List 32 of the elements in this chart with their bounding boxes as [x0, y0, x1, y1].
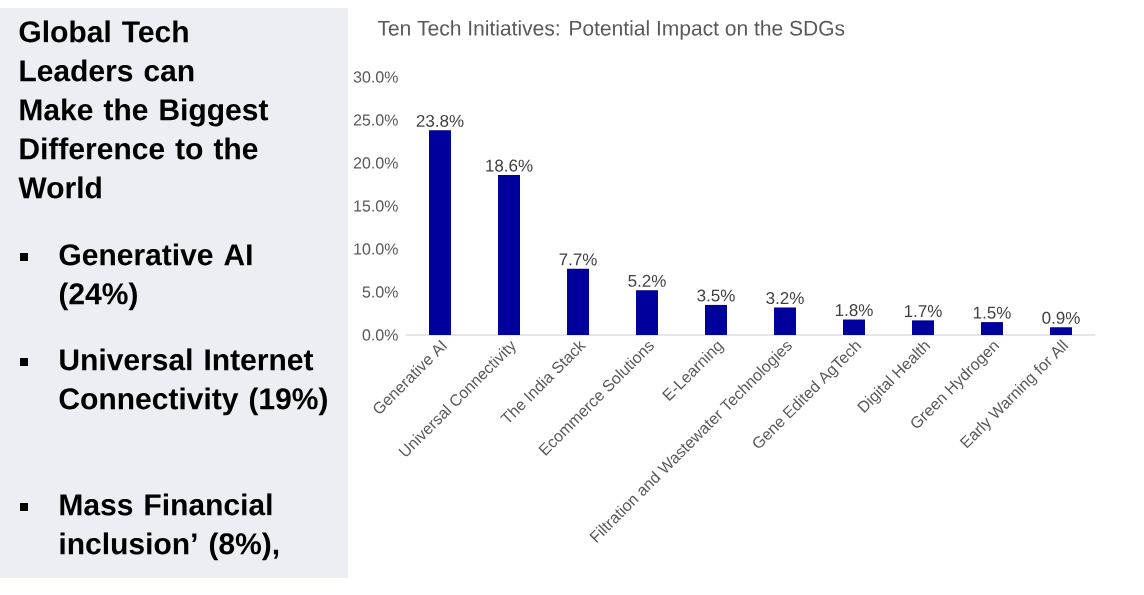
bar: [567, 268, 590, 335]
bar: [636, 290, 659, 335]
bar: [429, 130, 452, 335]
bar: [912, 320, 935, 335]
chart-title: Ten Tech Initiatives: Potential Impact on the SDGs: [377, 20, 845, 40]
data-label: 1.7%: [904, 305, 942, 317]
data-label: 18.6%: [486, 159, 533, 172]
data-label: 1.5%: [973, 306, 1011, 319]
data-label: 0.9%: [1042, 311, 1080, 324]
text: Generative AI (24%): [59, 243, 252, 311]
data-label: 5.2%: [628, 274, 666, 287]
bar: [981, 322, 1004, 335]
y-tick-label: 0.0%: [362, 329, 398, 341]
data-label: 3.5%: [697, 289, 735, 302]
data-label: 23.8%: [416, 114, 464, 127]
data-label: 3.2%: [766, 292, 804, 305]
y-tick-label: 20.0%: [353, 157, 398, 169]
y-tick-label: 30.0%: [353, 71, 398, 83]
bar: [705, 304, 728, 335]
bar: [774, 307, 797, 335]
text: Universal Internet Connectivity (19%): [59, 348, 327, 416]
data-label: 7.7%: [559, 253, 597, 266]
y-tick-label: 15.0%: [354, 200, 398, 212]
bar: [843, 319, 866, 335]
text: Mass Financial inclusion’ (8%),: [60, 493, 279, 561]
bar: [1050, 327, 1073, 335]
text: Global Tech Leaders can Make the Biggest Difference to the World: [18, 20, 269, 199]
y-tick-label: 10.0%: [354, 243, 398, 255]
y-tick-label: 5.0%: [362, 286, 398, 298]
data-label: 1.8%: [835, 304, 873, 317]
bar: [498, 175, 521, 335]
y-tick-label: 25.0%: [353, 114, 398, 126]
